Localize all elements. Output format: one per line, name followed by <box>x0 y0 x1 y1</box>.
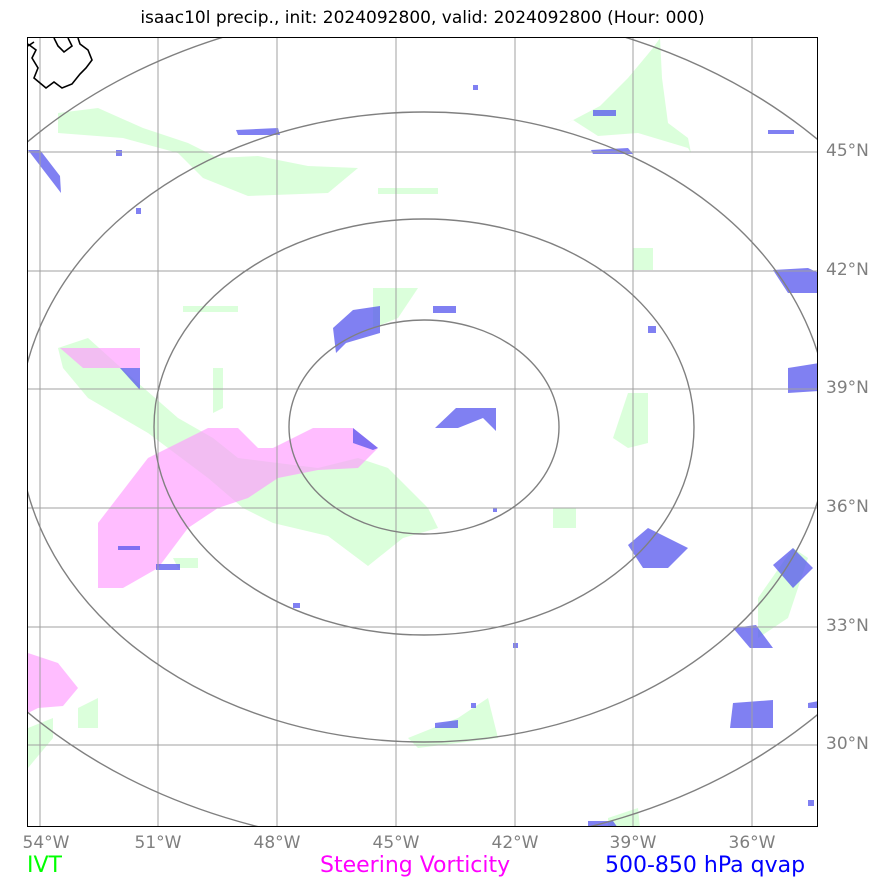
qvap-patch-19 <box>156 564 180 570</box>
lon-tick-48w: 48°W <box>253 833 301 853</box>
lat-tick-39n: 39°N <box>826 378 869 398</box>
qvap-patch-15 <box>353 428 378 450</box>
lon-tick-36w: 36°W <box>728 833 776 853</box>
coastline <box>28 38 93 90</box>
lon-tick-39w: 39°W <box>609 833 657 853</box>
qvap-patch-12 <box>788 363 817 393</box>
map-canvas <box>28 38 817 826</box>
lat-tick-42n: 42°N <box>826 260 869 280</box>
vorticity-patch-central <box>98 428 378 588</box>
ivt-patch-strip <box>378 188 438 194</box>
qvap-patch-29 <box>471 703 476 708</box>
qvap-patch-6 <box>116 150 122 156</box>
vorticity-patch-southwest <box>28 653 78 713</box>
qvap-patch-22 <box>435 720 458 728</box>
ivt-patch-east3 <box>553 508 576 528</box>
qvap-patch-7 <box>136 208 141 214</box>
ivt-patch-central <box>58 338 438 566</box>
ivt-patch-west-left <box>213 368 223 413</box>
qvap-patch-10 <box>433 306 456 313</box>
lon-tick-42w: 42°W <box>491 833 539 853</box>
qvap-patch-28 <box>588 821 617 826</box>
ivt-patch-small-west <box>183 306 238 312</box>
lon-tick-45w: 45°W <box>372 833 420 853</box>
qvap-patch-20 <box>733 625 773 648</box>
legend-qvap: 500-850 hPa qvap <box>605 853 806 878</box>
qvap-patch-5 <box>28 150 61 193</box>
lat-tick-45n: 45°N <box>826 141 869 161</box>
legend-ivt: IVT <box>27 853 62 878</box>
qvap-patch-1 <box>236 128 280 135</box>
qvap-patch-11 <box>648 326 656 333</box>
range-rings <box>28 38 817 826</box>
vorticity-patch-west <box>60 348 140 368</box>
lat-tick-36n: 36°N <box>826 497 869 517</box>
gridlines <box>28 38 817 826</box>
range-ring-1 <box>288 319 560 535</box>
ivt-fields <box>28 38 808 826</box>
ivt-patch-southwest2 <box>78 698 98 728</box>
range-ring-4 <box>28 38 817 826</box>
qvap-patch-25 <box>293 603 300 608</box>
range-ring-2 <box>153 218 695 636</box>
qvap-patch-8 <box>773 268 817 293</box>
qvap-patch-26 <box>473 85 478 90</box>
legend-steering-vorticity: Steering Vorticity <box>320 853 511 878</box>
map-panel <box>27 37 818 827</box>
range-ring-3 <box>28 111 817 743</box>
lat-tick-33n: 33°N <box>826 616 869 636</box>
qvap-patch-3 <box>768 130 794 134</box>
ivt-patch-east2 <box>613 393 648 448</box>
qvap-patch-27 <box>808 701 817 708</box>
qvap-patch-13 <box>120 368 140 390</box>
qvap-patch-14 <box>435 408 496 431</box>
coastline-island <box>28 41 35 47</box>
lat-tick-30n: 30°N <box>826 734 869 754</box>
ivt-patch-northwest <box>58 108 358 196</box>
lon-tick-54w: 54°W <box>22 833 70 853</box>
ivt-patch-east1 <box>633 248 653 270</box>
qvap-patch-2 <box>593 110 616 116</box>
qvap-patch-23 <box>493 508 497 512</box>
qvap-patch-30 <box>808 800 814 806</box>
qvap-patch-18 <box>118 546 140 550</box>
plot-title: isaac10l precip., init: 2024092800, vali… <box>140 8 705 28</box>
qvap-patch-17 <box>773 548 813 588</box>
ivt-patch-north <box>558 38 691 153</box>
qvap-patch-16 <box>628 528 688 568</box>
coastline-outline <box>28 38 93 90</box>
lon-tick-51w: 51°W <box>134 833 182 853</box>
qvap-patch-4 <box>591 148 633 154</box>
qvap-patch-9 <box>333 306 380 353</box>
